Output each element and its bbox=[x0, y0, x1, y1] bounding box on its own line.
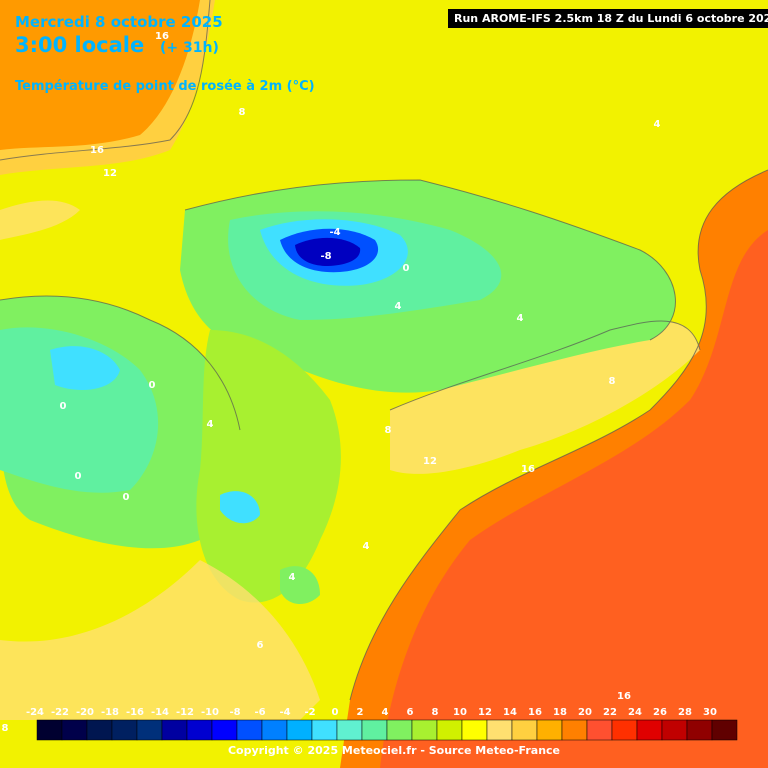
legend-tick: 30 bbox=[703, 707, 717, 718]
contour-label: 12 bbox=[103, 168, 117, 179]
run-info: Run AROME-IFS 2.5km 18 Z du Lundi 6 octo… bbox=[454, 12, 768, 25]
copyright: Copyright © 2025 Meteociel.fr - Source M… bbox=[228, 744, 560, 757]
legend-swatch bbox=[511, 719, 538, 741]
contours bbox=[0, 0, 768, 701]
legend-tick: 16 bbox=[528, 707, 542, 718]
variable-title: Température de point de rosée à 2m (°C) bbox=[15, 79, 315, 94]
contour-label: 16 bbox=[521, 464, 535, 475]
legend-tick: -8 bbox=[229, 707, 240, 718]
legend-tick: 26 bbox=[653, 707, 667, 718]
legend-swatch bbox=[361, 719, 388, 741]
legend-swatch bbox=[236, 719, 263, 741]
legend-swatch bbox=[711, 719, 738, 741]
legend-tick: 22 bbox=[603, 707, 617, 718]
legend-swatch bbox=[86, 719, 113, 741]
legend-swatch bbox=[111, 719, 138, 741]
legend-tick: 18 bbox=[553, 707, 567, 718]
legend-tick: 24 bbox=[628, 707, 642, 718]
contour-label: 4 bbox=[654, 119, 661, 130]
legend-tick: -18 bbox=[101, 707, 119, 718]
contour-label: 8 bbox=[239, 107, 246, 118]
legend-swatch bbox=[286, 719, 313, 741]
legend-tick: -14 bbox=[151, 707, 169, 718]
contour-label: -4 bbox=[329, 227, 340, 238]
legend-swatch bbox=[211, 719, 238, 741]
contour-label: 16 bbox=[90, 145, 104, 156]
legend-swatch bbox=[461, 719, 488, 741]
legend-swatch bbox=[411, 719, 438, 741]
contour-label: 8 bbox=[2, 723, 9, 734]
legend-tick: -22 bbox=[51, 707, 69, 718]
legend-swatch bbox=[436, 719, 463, 741]
legend-tick: 20 bbox=[578, 707, 592, 718]
contour-label: 4 bbox=[517, 313, 524, 324]
legend-tick: -24 bbox=[26, 707, 44, 718]
legend-tick: -4 bbox=[279, 707, 290, 718]
legend-tick: -12 bbox=[176, 707, 194, 718]
legend-swatch bbox=[61, 719, 88, 741]
legend-tick: 6 bbox=[407, 707, 414, 718]
legend-tick: 12 bbox=[478, 707, 492, 718]
legend-swatch bbox=[686, 719, 713, 741]
contour-label: 12 bbox=[423, 456, 437, 467]
legend-tick: -16 bbox=[126, 707, 144, 718]
contour-label: 4 bbox=[395, 301, 402, 312]
legend-swatch bbox=[186, 719, 213, 741]
legend-swatch bbox=[486, 719, 513, 741]
contour-label: 0 bbox=[149, 380, 156, 391]
legend-swatch bbox=[386, 719, 413, 741]
legend-swatch bbox=[136, 719, 163, 741]
legend-swatch bbox=[561, 719, 588, 741]
legend-tick: -6 bbox=[254, 707, 265, 718]
legend-swatch bbox=[636, 719, 663, 741]
contour-label: 6 bbox=[257, 640, 264, 651]
contour-labels: 16 16 12 8 4 -4 -8 0 4 4 8 0 0 4 0 0 8 12 16 4 4 6 16 8 bbox=[2, 31, 661, 734]
legend-swatch bbox=[536, 719, 563, 741]
legend-tick: 28 bbox=[678, 707, 692, 718]
legend-swatch bbox=[661, 719, 688, 741]
color-legend: -24 -22 -20 -18 -16 -14 -12 -10 -8 -6 -4 -2 0 2 4 6 8 10 1… bbox=[26, 707, 738, 741]
forecast-time: 3:00 locale bbox=[15, 33, 144, 57]
contour-label: 0 bbox=[75, 471, 82, 482]
contour-label: 4 bbox=[363, 541, 370, 552]
contour-label: 0 bbox=[123, 492, 130, 503]
legend-swatch bbox=[336, 719, 363, 741]
contour-label: 8 bbox=[385, 425, 392, 436]
contour-label: 0 bbox=[60, 401, 67, 412]
contour-label: 4 bbox=[289, 572, 296, 583]
contour-label: 16 bbox=[155, 31, 169, 42]
legend-tick: 14 bbox=[503, 707, 517, 718]
legend-swatch bbox=[611, 719, 638, 741]
run-banner bbox=[448, 9, 768, 28]
legend-tick: 10 bbox=[453, 707, 467, 718]
legend-swatch bbox=[261, 719, 288, 741]
legend-tick: 2 bbox=[357, 707, 364, 718]
legend-tick: 0 bbox=[332, 707, 339, 718]
contour-label: 8 bbox=[609, 376, 616, 387]
contour-label: -8 bbox=[320, 251, 331, 262]
legend-tick: -2 bbox=[304, 707, 315, 718]
contour-label: 4 bbox=[207, 419, 214, 430]
legend-swatch bbox=[311, 719, 338, 741]
contour-label: 16 bbox=[617, 691, 631, 702]
legend-swatch bbox=[36, 719, 63, 741]
contour-label: 0 bbox=[403, 263, 410, 274]
legend-tick: -20 bbox=[76, 707, 94, 718]
legend-swatch bbox=[161, 719, 188, 741]
legend-tick: 8 bbox=[432, 707, 439, 718]
legend-swatch bbox=[586, 719, 613, 741]
legend-tick: -10 bbox=[201, 707, 219, 718]
legend-tick: 4 bbox=[382, 707, 389, 718]
forecast-lead: (+ 31h) bbox=[160, 40, 219, 56]
forecast-date: Mercredi 8 octobre 2025 bbox=[15, 13, 223, 31]
